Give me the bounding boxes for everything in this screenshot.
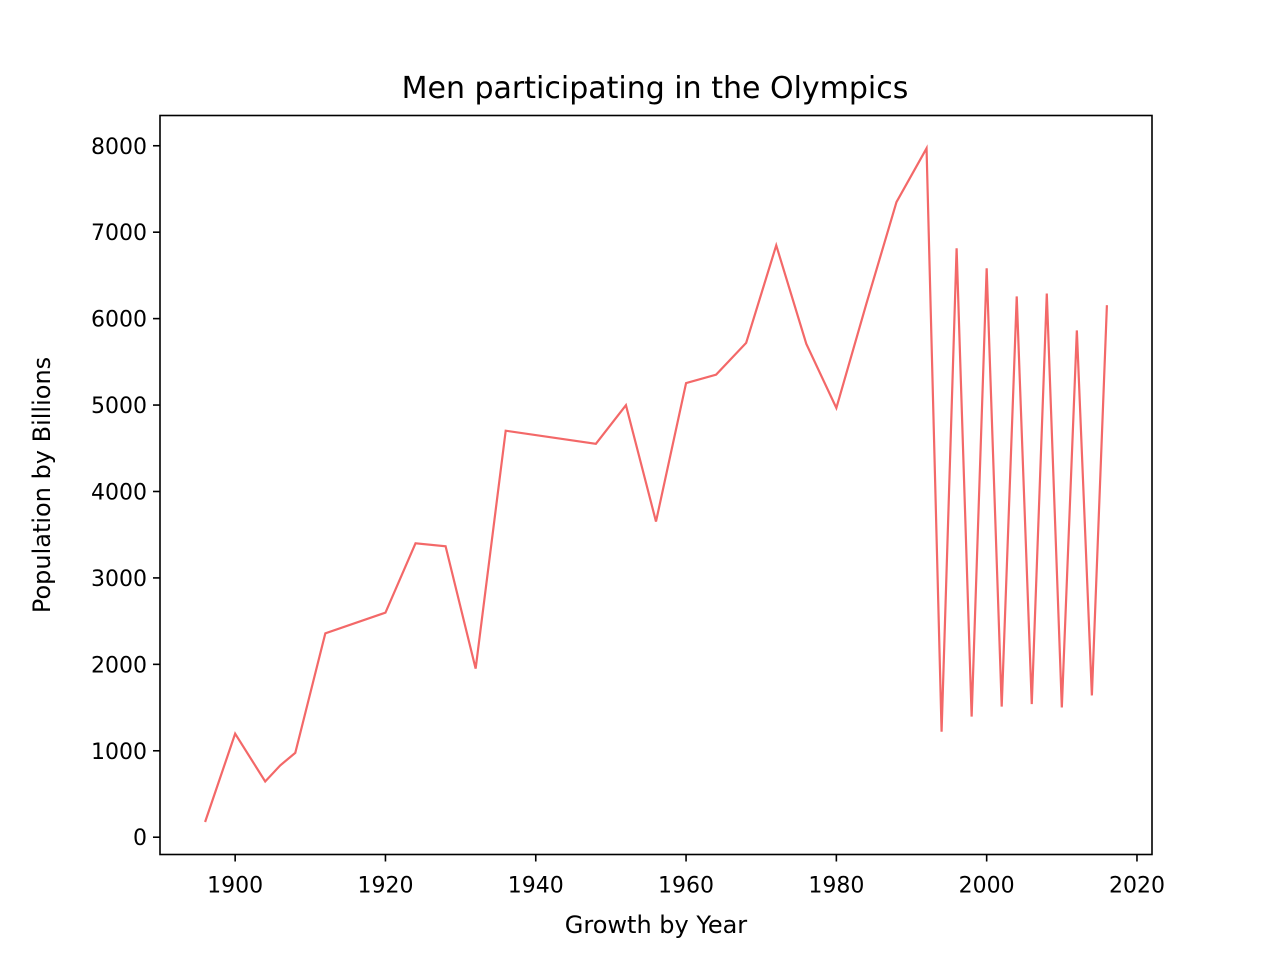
plot-frame [159, 114, 1153, 856]
x-tick-label: 1940 [508, 874, 564, 899]
chart-title: Men participating in the Olympics [402, 71, 909, 106]
y-tick-label: 6000 [91, 308, 147, 333]
x-tick-label: 1980 [808, 874, 864, 899]
y-axis: 0 1000 2000 3000 4000 5000 6000 7000 8000 [91, 135, 160, 851]
y-tick-label: 4000 [91, 480, 147, 505]
y-tick-label: 5000 [91, 394, 147, 419]
y-tick-label: 2000 [91, 653, 147, 678]
x-tick-label: 1960 [658, 874, 714, 899]
x-tick-label: 1920 [357, 874, 413, 899]
x-axis: 1900 1920 1940 1960 1980 2000 2020 [207, 854, 1165, 899]
series-layer [204, 144, 1109, 823]
series-line [204, 144, 1109, 823]
y-tick-label: 1000 [91, 740, 147, 765]
y-tick-label: 7000 [91, 221, 147, 246]
y-tick-label: 0 [133, 826, 147, 851]
x-axis-label: Growth by Year [565, 911, 748, 939]
y-axis-label: Population by Billions [28, 357, 56, 613]
y-tick-label: 8000 [91, 135, 147, 160]
y-tick-label: 3000 [91, 567, 147, 592]
x-tick-label: 2020 [1109, 874, 1165, 899]
x-tick-label: 1900 [207, 874, 263, 899]
x-tick-label: 2000 [959, 874, 1015, 899]
